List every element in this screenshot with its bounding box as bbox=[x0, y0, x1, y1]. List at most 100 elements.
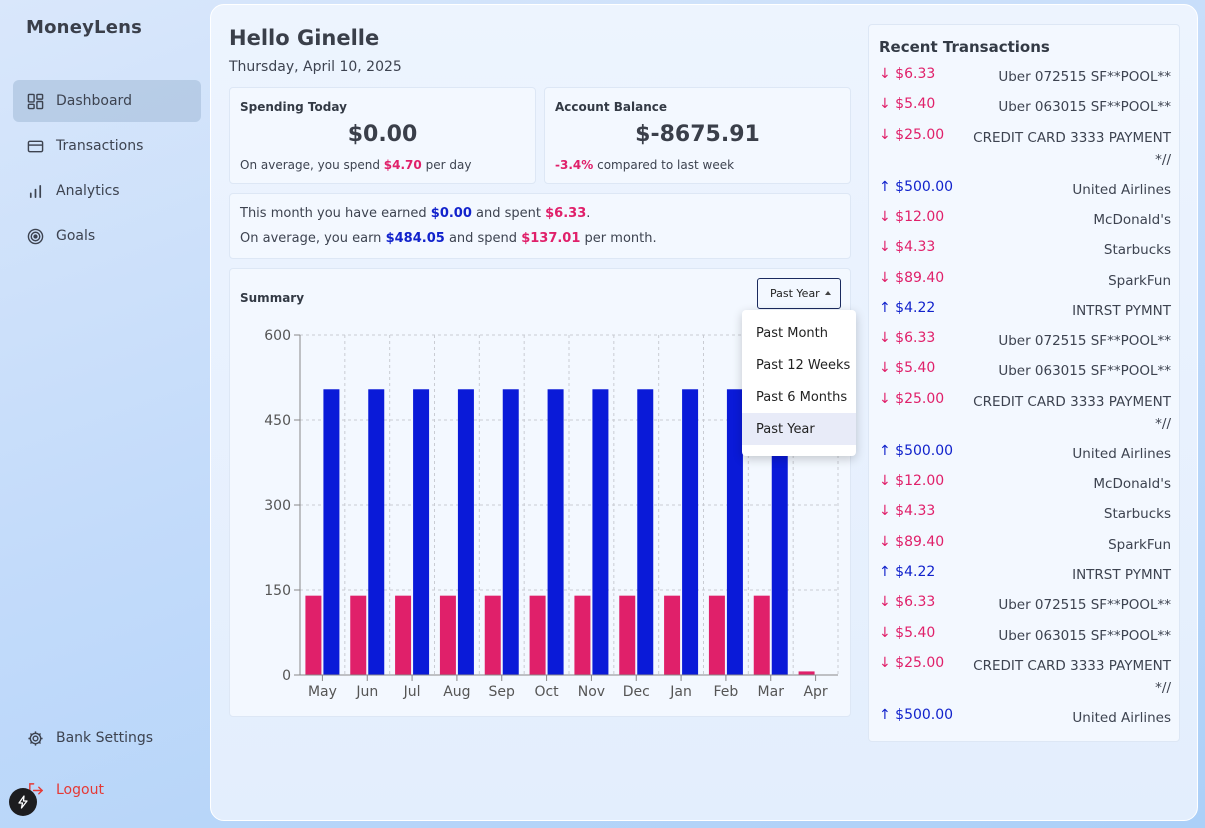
sidebar: MoneyLens Dashboard Transactions Analyti… bbox=[0, 0, 210, 828]
spending-today-amount: $0.00 bbox=[347, 122, 418, 147]
transaction-description: SparkFun bbox=[1108, 536, 1171, 553]
balance-change-text: -3.4% compared to last week bbox=[555, 158, 734, 172]
monthly-line: This month you have earned $0.00 and spe… bbox=[240, 206, 590, 221]
text: On average, you earn bbox=[240, 231, 382, 246]
text: per month. bbox=[584, 231, 657, 246]
period-select[interactable]: Past Year bbox=[757, 278, 841, 309]
avg-monthly-spend: $137.01 bbox=[521, 231, 581, 246]
x-tick-label: Sep bbox=[489, 684, 516, 700]
transaction-description: Uber 063015 SF**POOL** bbox=[998, 363, 1171, 380]
spend-bar bbox=[484, 595, 501, 675]
y-tick-label: 0 bbox=[282, 668, 291, 684]
transaction-amount: ↓ $5.40 bbox=[879, 360, 936, 377]
transaction-description: CREDIT CARD 3333 PAYMENT *// bbox=[973, 129, 1171, 168]
recent-transactions-title: Recent Transactions bbox=[879, 38, 1050, 56]
dashboard-icon bbox=[27, 93, 44, 109]
transaction-amount: ↓ $25.00 bbox=[879, 390, 945, 407]
x-tick-label: Jan bbox=[669, 684, 692, 700]
x-tick-label: May bbox=[308, 684, 337, 700]
sidebar-item-bank-settings[interactable]: Bank Settings bbox=[13, 717, 201, 759]
spend-bar bbox=[619, 595, 636, 675]
earn-bar bbox=[368, 389, 385, 675]
sidebar-item-goals[interactable]: Goals bbox=[13, 215, 201, 257]
transaction-amount: ↓ $6.33 bbox=[879, 594, 936, 611]
text: This month you have earned bbox=[240, 206, 427, 221]
monthly-summary-card: This month you have earned $0.00 and spe… bbox=[229, 193, 851, 259]
average-spend-text: On average, you spend $4.70 per day bbox=[240, 158, 471, 172]
sidebar-item-transactions[interactable]: Transactions bbox=[13, 125, 201, 167]
transaction-description: McDonald's bbox=[1093, 476, 1171, 492]
earn-bar bbox=[771, 389, 788, 675]
option-past-year[interactable]: Past Year bbox=[742, 413, 856, 445]
spend-bar bbox=[574, 595, 591, 675]
sidebar-item-label: Goals bbox=[56, 228, 96, 244]
option-past-12-weeks[interactable]: Past 12 Weeks bbox=[756, 357, 851, 373]
transaction-description: Starbucks bbox=[1103, 506, 1171, 523]
text: per day bbox=[425, 158, 472, 172]
y-tick-label: 450 bbox=[264, 413, 291, 429]
text: On average, you spend bbox=[240, 158, 380, 172]
sidebar-item-label: Bank Settings bbox=[56, 730, 154, 746]
spend-bar bbox=[664, 595, 681, 675]
transaction-description: Uber 063015 SF**POOL** bbox=[998, 627, 1171, 644]
sidebar-item-analytics[interactable]: Analytics bbox=[13, 170, 201, 212]
transaction-description: Starbucks bbox=[1103, 242, 1171, 259]
avg-monthly-earn: $484.05 bbox=[385, 231, 445, 246]
period-select-value: Past Year bbox=[770, 287, 820, 300]
x-tick-label: Oct bbox=[534, 684, 559, 700]
text: and spent bbox=[476, 206, 541, 221]
transaction-description: United Airlines bbox=[1072, 445, 1171, 462]
card-title: Account Balance bbox=[555, 100, 668, 114]
option-past-6-months[interactable]: Past 6 Months bbox=[756, 389, 848, 405]
account-balance-card: Account Balance $-8675.91 -3.4% compared… bbox=[544, 87, 851, 184]
spend-bar bbox=[753, 595, 770, 675]
sidebar-item-dashboard[interactable]: Dashboard bbox=[13, 80, 201, 122]
earn-bar bbox=[637, 389, 654, 675]
earn-bar bbox=[323, 389, 340, 675]
text: . bbox=[586, 206, 591, 221]
average-line: On average, you earn $484.05 and spend $… bbox=[240, 231, 657, 246]
transaction-amount: ↑ $500.00 bbox=[879, 706, 954, 723]
page-title: Hello Ginelle bbox=[229, 26, 380, 50]
earn-bar bbox=[413, 389, 430, 675]
transaction-amount: ↓ $12.00 bbox=[879, 208, 945, 225]
x-tick-label: Nov bbox=[578, 684, 605, 700]
y-tick-label: 300 bbox=[264, 498, 291, 514]
transaction-amount: ↑ $500.00 bbox=[879, 178, 954, 195]
transaction-description: SparkFun bbox=[1108, 272, 1171, 289]
summary-title: Summary bbox=[240, 291, 305, 305]
text: compared to last week bbox=[597, 158, 735, 172]
logout-label: Logout bbox=[56, 782, 104, 798]
card-icon bbox=[27, 140, 44, 152]
transaction-amount: ↓ $6.33 bbox=[879, 330, 936, 347]
transaction-amount: ↑ $4.22 bbox=[879, 563, 936, 580]
recent-transactions-card: Recent Transactions ↓ $6.33 Uber 072515 S… bbox=[868, 24, 1180, 742]
transaction-description: Uber 072515 SF**POOL** bbox=[998, 69, 1171, 85]
transaction-amount: ↓ $25.00 bbox=[879, 126, 945, 143]
text: and spend bbox=[448, 231, 518, 246]
transaction-amount: ↓ $4.33 bbox=[879, 239, 936, 256]
transaction-description: United Airlines bbox=[1072, 181, 1171, 198]
spend-bar bbox=[529, 595, 546, 675]
spend-bar bbox=[798, 671, 815, 675]
transaction-description: McDonald's bbox=[1093, 211, 1171, 228]
logout-button[interactable]: Logout bbox=[13, 769, 201, 811]
x-tick-label: Apr bbox=[803, 684, 827, 700]
app-logo: MoneyLens bbox=[26, 17, 143, 38]
x-tick-label: Aug bbox=[443, 684, 470, 700]
card-title: Spending Today bbox=[240, 100, 347, 114]
transaction-amount: ↓ $89.40 bbox=[879, 533, 945, 550]
earn-bar bbox=[682, 389, 699, 675]
spend-bar bbox=[395, 595, 412, 675]
transaction-description: Uber 063015 SF**POOL** bbox=[998, 99, 1171, 116]
caret-up-icon bbox=[825, 291, 831, 295]
transaction-amount: ↓ $5.40 bbox=[879, 96, 936, 113]
transaction-amount: ↓ $25.00 bbox=[879, 654, 945, 671]
transaction-amount: ↓ $6.33 bbox=[879, 66, 936, 82]
transaction-amount: ↓ $4.33 bbox=[879, 503, 936, 520]
transaction-description: INTRST PYMNT bbox=[1072, 302, 1171, 319]
bolt-icon[interactable] bbox=[9, 788, 37, 816]
earn-bar bbox=[726, 389, 743, 675]
sidebar-item-label: Transactions bbox=[56, 138, 144, 154]
option-past-month[interactable]: Past Month bbox=[756, 325, 828, 341]
